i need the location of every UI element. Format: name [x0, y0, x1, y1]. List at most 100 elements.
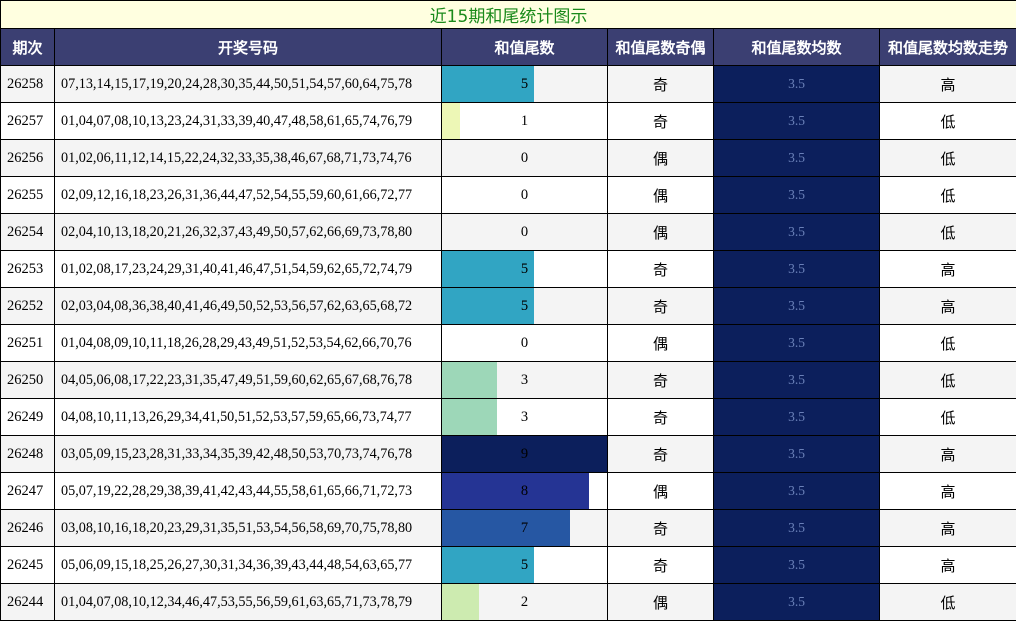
tail-value-label: 7 — [520, 519, 529, 536]
average-cell: 3.5 — [713, 287, 880, 325]
column-header-tail: 和值尾数 — [441, 28, 608, 66]
tail-bar-cell: 0 — [441, 176, 608, 214]
trend-cell: 高 — [878, 546, 1016, 584]
parity-cell: 偶 — [607, 583, 714, 621]
period-cell: 26249 — [0, 398, 55, 436]
trend-cell: 低 — [878, 213, 1016, 251]
column-header-parity: 和值尾数奇偶 — [607, 28, 714, 66]
trend-cell: 低 — [878, 398, 1016, 436]
tail-bar-cell: 2 — [441, 583, 608, 621]
numbers-cell: 03,05,09,15,23,28,31,33,34,35,39,42,48,5… — [54, 435, 442, 473]
tail-bar-cell: 1 — [441, 102, 608, 140]
tail-bar-cell: 0 — [441, 324, 608, 362]
numbers-cell: 05,06,09,15,18,25,26,27,30,31,34,36,39,4… — [54, 546, 442, 584]
numbers-cell: 01,04,07,08,10,12,34,46,47,53,55,56,59,6… — [54, 583, 442, 621]
numbers-cell: 04,08,10,11,13,26,29,34,41,50,51,52,53,5… — [54, 398, 442, 436]
average-cell: 3.5 — [713, 361, 880, 399]
average-cell: 3.5 — [713, 176, 880, 214]
table-row: 26253 01,02,08,17,23,24,29,31,40,41,46,47… — [0, 250, 1016, 288]
tail-bar-cell: 3 — [441, 398, 608, 436]
period-cell: 26245 — [0, 546, 55, 584]
average-cell: 3.5 — [713, 213, 880, 251]
average-cell: 3.5 — [713, 250, 880, 288]
tail-value-label: 5 — [520, 297, 529, 314]
table-row: 26250 04,05,06,08,17,22,23,31,35,47,49,51… — [0, 361, 1016, 399]
tail-bar — [442, 362, 497, 398]
numbers-cell: 01,04,07,08,10,13,23,24,31,33,39,40,47,4… — [54, 102, 442, 140]
tail-value-label: 5 — [520, 75, 529, 92]
table-row: 26256 01,02,06,11,12,14,15,22,24,32,33,35… — [0, 139, 1016, 177]
tail-bar — [442, 103, 461, 139]
tail-value-label: 0 — [520, 149, 529, 166]
column-header-period: 期次 — [0, 28, 55, 66]
trend-cell: 低 — [878, 361, 1016, 399]
tail-bar-cell: 0 — [441, 213, 608, 251]
tail-bar — [442, 473, 589, 509]
numbers-cell: 02,03,04,08,36,38,40,41,46,49,50,52,53,5… — [54, 287, 442, 325]
average-cell: 3.5 — [713, 435, 880, 473]
period-cell: 26246 — [0, 509, 55, 547]
period-cell: 26255 — [0, 176, 55, 214]
table-row: 26252 02,03,04,08,36,38,40,41,46,49,50,52… — [0, 287, 1016, 325]
average-cell: 3.5 — [713, 546, 880, 584]
period-cell: 26250 — [0, 361, 55, 399]
tail-value-label: 3 — [520, 408, 529, 425]
chart-title: 近15期和尾统计图示 — [0, 0, 1016, 29]
trend-cell: 高 — [878, 509, 1016, 547]
trend-cell: 低 — [878, 583, 1016, 621]
table-row: 26247 05,07,19,22,28,29,38,39,41,42,43,44… — [0, 472, 1016, 510]
tail-value-label: 1 — [520, 112, 529, 129]
parity-cell: 奇 — [607, 287, 714, 325]
period-cell: 26252 — [0, 287, 55, 325]
table-row: 26249 04,08,10,11,13,26,29,34,41,50,51,52… — [0, 398, 1016, 436]
numbers-cell: 01,02,08,17,23,24,29,31,40,41,46,47,51,5… — [54, 250, 442, 288]
tail-value-label: 0 — [520, 334, 529, 351]
numbers-cell: 07,13,14,15,17,19,20,24,28,30,35,44,50,5… — [54, 65, 442, 103]
parity-cell: 奇 — [607, 250, 714, 288]
trend-cell: 低 — [878, 324, 1016, 362]
average-cell: 3.5 — [713, 324, 880, 362]
trend-cell: 低 — [878, 139, 1016, 177]
tail-bar-cell: 9 — [441, 435, 608, 473]
period-cell: 26244 — [0, 583, 55, 621]
tail-bar-cell: 7 — [441, 509, 608, 547]
numbers-cell: 02,04,10,13,18,20,21,26,32,37,43,49,50,5… — [54, 213, 442, 251]
period-cell: 26247 — [0, 472, 55, 510]
average-cell: 3.5 — [713, 102, 880, 140]
period-cell: 26251 — [0, 324, 55, 362]
table-row: 26251 01,04,08,09,10,11,18,26,28,29,43,49… — [0, 324, 1016, 362]
tail-bar-cell: 5 — [441, 65, 608, 103]
table-body: 26258 07,13,14,15,17,19,20,24,28,30,35,44… — [0, 65, 1016, 621]
trend-cell: 高 — [878, 287, 1016, 325]
parity-cell: 奇 — [607, 65, 714, 103]
average-cell: 3.5 — [713, 583, 880, 621]
tail-bar-cell: 5 — [441, 546, 608, 584]
table-row: 26248 03,05,09,15,23,28,31,33,34,35,39,42… — [0, 435, 1016, 473]
trend-cell: 低 — [878, 102, 1016, 140]
parity-cell: 偶 — [607, 472, 714, 510]
tail-value-label: 0 — [520, 223, 529, 240]
tail-bar-cell: 0 — [441, 139, 608, 177]
numbers-cell: 02,09,12,16,18,23,26,31,36,44,47,52,54,5… — [54, 176, 442, 214]
tail-bar-cell: 3 — [441, 361, 608, 399]
tail-bar — [442, 436, 607, 472]
column-header-trend: 和值尾数均数走势 — [878, 28, 1016, 66]
numbers-cell: 01,02,06,11,12,14,15,22,24,32,33,35,38,4… — [54, 139, 442, 177]
parity-cell: 奇 — [607, 546, 714, 584]
tail-bar — [442, 547, 534, 583]
period-cell: 26254 — [0, 213, 55, 251]
column-header-numbers: 开奖号码 — [54, 28, 442, 66]
column-header-average: 和值尾数均数 — [713, 28, 880, 66]
tail-bar — [442, 251, 534, 287]
period-cell: 26256 — [0, 139, 55, 177]
numbers-cell: 01,04,08,09,10,11,18,26,28,29,43,49,51,5… — [54, 324, 442, 362]
numbers-cell: 03,08,10,16,18,20,23,29,31,35,51,53,54,5… — [54, 509, 442, 547]
tail-value-label: 8 — [520, 482, 529, 499]
table-row: 26244 01,04,07,08,10,12,34,46,47,53,55,56… — [0, 583, 1016, 621]
parity-cell: 偶 — [607, 213, 714, 251]
tail-value-label: 9 — [520, 445, 529, 462]
tail-value-label: 5 — [520, 556, 529, 573]
tail-value-label: 5 — [520, 260, 529, 277]
period-cell: 26253 — [0, 250, 55, 288]
period-cell: 26257 — [0, 102, 55, 140]
